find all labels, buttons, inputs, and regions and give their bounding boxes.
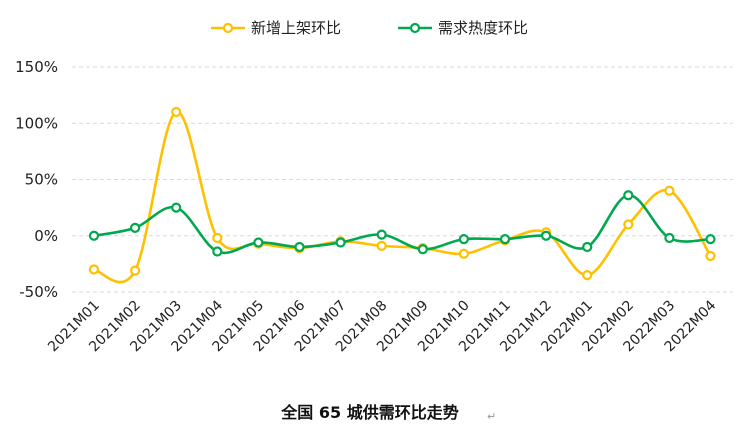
data-point <box>376 240 387 251</box>
data-point <box>499 234 511 245</box>
series-line <box>93 110 712 284</box>
y-axis-ticks: -50% 0% 50% 100% 150% <box>15 58 58 301</box>
y-tick-label: 50% <box>25 171 58 189</box>
data-point <box>335 237 346 248</box>
data-point <box>212 246 223 257</box>
data-point <box>582 241 593 253</box>
data-point <box>376 229 387 240</box>
y-tick-label: -50% <box>19 283 58 301</box>
data-point <box>130 265 141 276</box>
y-tick-label: 0% <box>34 227 58 245</box>
legend-swatch-marker <box>409 22 421 34</box>
data-point <box>88 230 100 241</box>
legend-label: 需求热度环比 <box>438 19 528 37</box>
legend-item-2: 需求热度环比 <box>398 19 528 37</box>
gridlines <box>72 66 733 293</box>
data-point <box>171 106 182 118</box>
data-point <box>664 185 675 196</box>
series-line <box>93 193 711 255</box>
data-point <box>294 241 305 253</box>
data-point <box>88 264 100 275</box>
legend-label: 新增上架环比 <box>251 19 341 37</box>
y-tick-label: 150% <box>15 58 58 76</box>
chart-title: 全国 65 城供需环比走势 <box>280 403 458 422</box>
series-2 <box>88 190 716 257</box>
data-point <box>540 230 552 241</box>
data-point <box>417 244 428 255</box>
data-point <box>171 202 182 213</box>
legend: 新增上架环比 需求热度环比 <box>211 19 528 37</box>
y-tick-label: 100% <box>15 114 58 132</box>
data-point <box>623 219 634 230</box>
paragraph-mark: ↵ <box>487 410 496 423</box>
series-layer <box>88 106 716 284</box>
data-point <box>458 234 469 245</box>
data-point <box>130 222 141 233</box>
data-point <box>458 248 469 259</box>
data-point <box>582 270 593 281</box>
x-axis-ticks: 2021M012021M022021M032021M042021M052021M… <box>45 297 719 355</box>
data-point <box>212 232 223 244</box>
data-point <box>664 232 675 244</box>
data-point <box>253 237 264 248</box>
legend-item-1: 新增上架环比 <box>211 19 341 37</box>
data-point <box>705 234 716 245</box>
legend-swatch-marker <box>222 22 234 34</box>
series-1 <box>88 106 716 284</box>
data-point <box>623 190 634 201</box>
data-point <box>705 250 716 262</box>
